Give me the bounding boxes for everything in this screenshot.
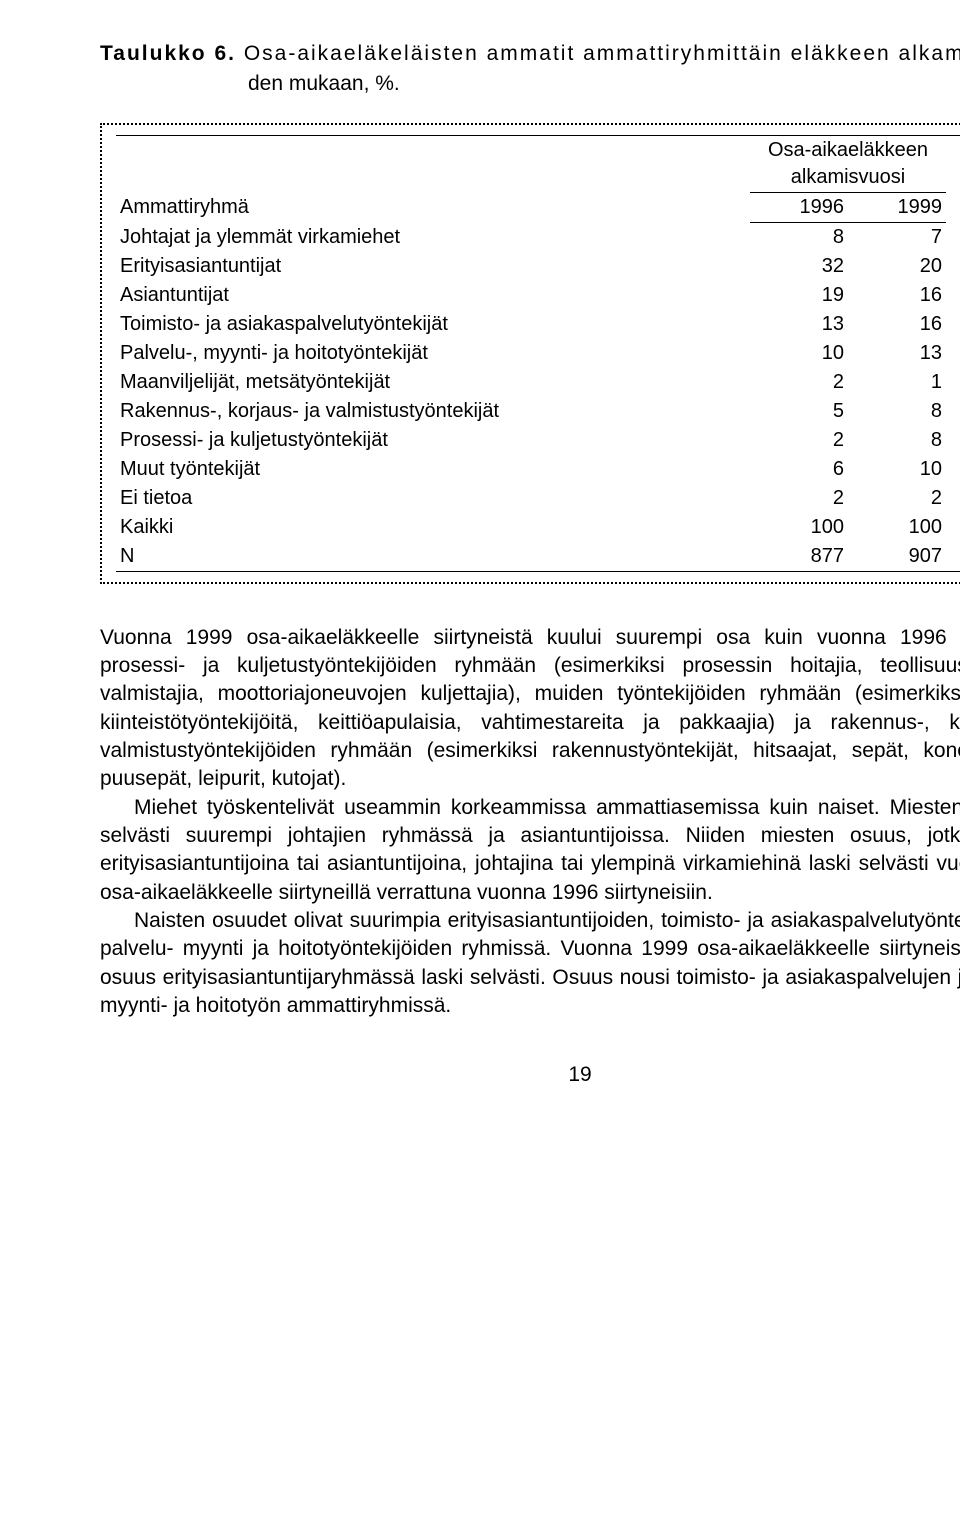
table-row: Prosessi- ja kuljetustyöntekijät287 xyxy=(116,426,960,455)
table-number: Taulukko 6. xyxy=(100,42,236,65)
paragraph-1: Vuonna 1999 osa-aikaeläkkeelle siirtynei… xyxy=(100,624,960,794)
cell: 2 xyxy=(750,484,848,513)
cell: 9 xyxy=(946,455,960,484)
page-number: 19 xyxy=(100,1061,960,1089)
table-row: Maanviljelijät, metsätyöntekijät212 xyxy=(116,368,960,397)
cell-label: Muut työntekijät xyxy=(116,455,750,484)
th-1996: 1996 xyxy=(750,192,848,222)
caption-line-1: Osa-aikaeläkeläisten ammatit ammattiryhm… xyxy=(244,42,960,65)
table-row: Toimisto- ja asiakaspalvelutyöntekijät13… xyxy=(116,310,960,339)
th-1999: 1999 xyxy=(848,192,946,222)
cell: 10 xyxy=(848,455,946,484)
cell: 7 xyxy=(946,426,960,455)
cell: 15 xyxy=(946,310,960,339)
cell: 20 xyxy=(848,252,946,281)
table-row: Muut työntekijät6109 xyxy=(116,455,960,484)
cell: 17 xyxy=(946,281,960,310)
cell-label: Johtajat ja ylemmät virkamiehet xyxy=(116,222,750,252)
data-table: Ammattiryhmä Osa-aikaeläkkeen alkamisvuo… xyxy=(116,135,960,572)
cell: 100 xyxy=(946,513,960,542)
cell: 16 xyxy=(848,310,946,339)
cell: 7 xyxy=(946,222,960,252)
cell-label: Prosessi- ja kuljetustyöntekijät xyxy=(116,426,750,455)
cell: 100 xyxy=(848,513,946,542)
cell: 2 xyxy=(750,426,848,455)
cell: 907 xyxy=(848,542,946,572)
cell: 13 xyxy=(946,339,960,368)
table-row: N8779071784 xyxy=(116,542,960,572)
cell-label: Ei tietoa xyxy=(116,484,750,513)
table-row: Kaikki100100100 xyxy=(116,513,960,542)
cell: 1 xyxy=(848,368,946,397)
cell: 10 xyxy=(750,339,848,368)
cell: 1784 xyxy=(946,542,960,572)
cell: 8 xyxy=(946,397,960,426)
th-ammattiryhma: Ammattiryhmä xyxy=(116,135,750,222)
cell-label: Rakennus-, korjaus- ja valmistustyönteki… xyxy=(116,397,750,426)
cell-label: Erityisasiantuntijat xyxy=(116,252,750,281)
caption-line-2: den mukaan, %. xyxy=(100,70,960,98)
table-row: Ei tietoa222 xyxy=(116,484,960,513)
table-row: Asiantuntijat191617 xyxy=(116,281,960,310)
cell-label: Maanviljelijät, metsätyöntekijät xyxy=(116,368,750,397)
cell: 2 xyxy=(750,368,848,397)
table-body: Johtajat ja ylemmät virkamiehet877 Erity… xyxy=(116,222,960,571)
paragraph-3: Naisten osuudet olivat suurimpia erityis… xyxy=(100,907,960,1020)
cell-label: Asiantuntijat xyxy=(116,281,750,310)
cell: 2 xyxy=(946,368,960,397)
th-group: Osa-aikaeläkkeen alkamisvuosi xyxy=(750,135,946,192)
cell-label: N xyxy=(116,542,750,572)
table-row: Erityisasiantuntijat322022 xyxy=(116,252,960,281)
cell: 16 xyxy=(848,281,946,310)
cell: 13 xyxy=(848,339,946,368)
cell: 8 xyxy=(848,397,946,426)
body-text: Vuonna 1999 osa-aikaeläkkeelle siirtynei… xyxy=(100,624,960,1021)
cell: 22 xyxy=(946,252,960,281)
table-row: Johtajat ja ylemmät virkamiehet877 xyxy=(116,222,960,252)
table-caption: Taulukko 6. Osa-aikaeläkeläisten ammatit… xyxy=(100,40,960,68)
cell: 8 xyxy=(848,426,946,455)
cell: 6 xyxy=(750,455,848,484)
cell-label: Toimisto- ja asiakaspalvelutyöntekijät xyxy=(116,310,750,339)
th-kaikki: Kaikki xyxy=(946,135,960,222)
cell: 877 xyxy=(750,542,848,572)
cell: 32 xyxy=(750,252,848,281)
cell: 100 xyxy=(750,513,848,542)
paragraph-2: Miehet työskentelivät useammin korkeammi… xyxy=(100,794,960,907)
cell-label: Kaikki xyxy=(116,513,750,542)
cell-label: Palvelu-, myynti- ja hoitotyöntekijät xyxy=(116,339,750,368)
table-row: Rakennus-, korjaus- ja valmistustyönteki… xyxy=(116,397,960,426)
cell: 19 xyxy=(750,281,848,310)
cell: 8 xyxy=(750,222,848,252)
cell: 7 xyxy=(848,222,946,252)
cell: 2 xyxy=(946,484,960,513)
table-row: Palvelu-, myynti- ja hoitotyöntekijät101… xyxy=(116,339,960,368)
table-container: Ammattiryhmä Osa-aikaeläkkeen alkamisvuo… xyxy=(100,123,960,584)
cell: 2 xyxy=(848,484,946,513)
cell: 5 xyxy=(750,397,848,426)
cell: 13 xyxy=(750,310,848,339)
